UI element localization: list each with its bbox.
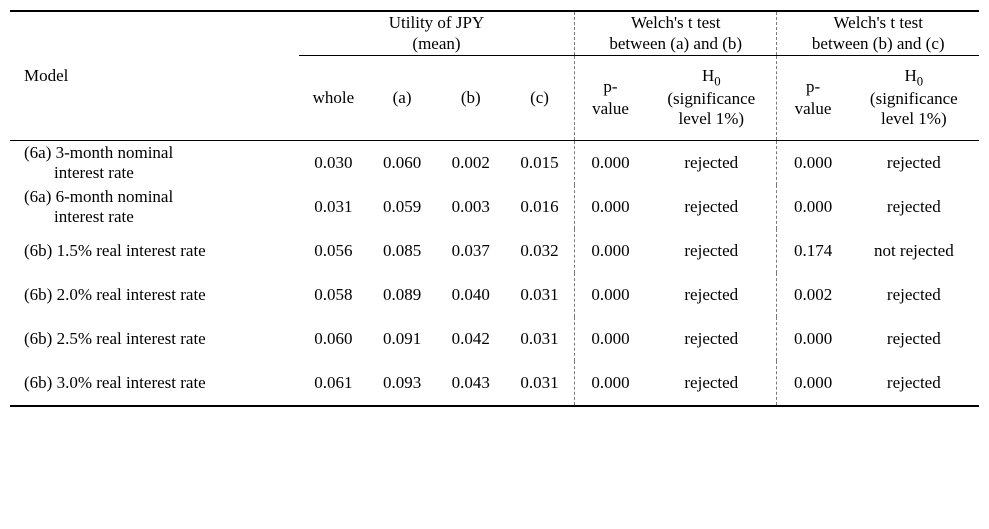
cell-model: (6a) 3-month nominalinterest rate bbox=[10, 140, 299, 185]
colgrp-test-ab: Welch's t testbetween (a) and (b) bbox=[574, 11, 777, 55]
cell-b: 0.002 bbox=[436, 140, 505, 185]
cell-model: (6a) 6-month nominalinterest rate bbox=[10, 185, 299, 229]
table-row: (6b) 2.5% real interest rate0.0600.0910.… bbox=[10, 317, 979, 361]
cell-c: 0.015 bbox=[505, 140, 574, 185]
cell-pvalue: 0.000 bbox=[574, 273, 646, 317]
cell-h0: rejected bbox=[646, 317, 777, 361]
col-pval-bc: p-value bbox=[777, 55, 849, 140]
cell-whole: 0.061 bbox=[299, 361, 368, 406]
cell-c: 0.031 bbox=[505, 317, 574, 361]
cell-b: 0.037 bbox=[436, 229, 505, 273]
cell-c: 0.031 bbox=[505, 361, 574, 406]
table-body: (6a) 3-month nominalinterest rate0.0300.… bbox=[10, 140, 979, 406]
col-model: Model bbox=[10, 11, 299, 140]
cell-model: (6b) 1.5% real interest rate bbox=[10, 229, 299, 273]
table-row: (6a) 6-month nominalinterest rate0.0310.… bbox=[10, 185, 979, 229]
cell-b: 0.040 bbox=[436, 273, 505, 317]
colgrp-utility: Utility of JPY(mean) bbox=[299, 11, 574, 55]
col-b: (b) bbox=[436, 55, 505, 140]
cell-pvalue: 0.000 bbox=[777, 361, 849, 406]
col-c: (c) bbox=[505, 55, 574, 140]
cell-b: 0.042 bbox=[436, 317, 505, 361]
cell-whole: 0.031 bbox=[299, 185, 368, 229]
cell-h0: rejected bbox=[849, 361, 979, 406]
stats-table: Model Utility of JPY(mean) Welch's t tes… bbox=[10, 10, 979, 407]
cell-h0: rejected bbox=[646, 361, 777, 406]
cell-b: 0.043 bbox=[436, 361, 505, 406]
cell-pvalue: 0.000 bbox=[574, 140, 646, 185]
table-row: (6b) 2.0% real interest rate0.0580.0890.… bbox=[10, 273, 979, 317]
cell-model: (6b) 3.0% real interest rate bbox=[10, 361, 299, 406]
cell-h0: rejected bbox=[646, 140, 777, 185]
cell-h0: rejected bbox=[646, 229, 777, 273]
table-row: (6b) 1.5% real interest rate0.0560.0850.… bbox=[10, 229, 979, 273]
col-h0-ab: H0(significancelevel 1%) bbox=[646, 55, 777, 140]
cell-pvalue: 0.002 bbox=[777, 273, 849, 317]
cell-h0: rejected bbox=[646, 185, 777, 229]
cell-a: 0.089 bbox=[368, 273, 437, 317]
cell-whole: 0.060 bbox=[299, 317, 368, 361]
cell-pvalue: 0.000 bbox=[777, 185, 849, 229]
colgrp-test-bc: Welch's t testbetween (b) and (c) bbox=[777, 11, 979, 55]
col-h0-bc: H0(significancelevel 1%) bbox=[849, 55, 979, 140]
cell-c: 0.016 bbox=[505, 185, 574, 229]
cell-h0: rejected bbox=[849, 185, 979, 229]
col-whole: whole bbox=[299, 55, 368, 140]
cell-h0: rejected bbox=[849, 273, 979, 317]
cell-pvalue: 0.000 bbox=[777, 140, 849, 185]
cell-pvalue: 0.000 bbox=[574, 185, 646, 229]
cell-b: 0.003 bbox=[436, 185, 505, 229]
table-row: (6a) 3-month nominalinterest rate0.0300.… bbox=[10, 140, 979, 185]
cell-whole: 0.058 bbox=[299, 273, 368, 317]
cell-a: 0.093 bbox=[368, 361, 437, 406]
cell-h0: rejected bbox=[849, 140, 979, 185]
cell-pvalue: 0.174 bbox=[777, 229, 849, 273]
table-row: (6b) 3.0% real interest rate0.0610.0930.… bbox=[10, 361, 979, 406]
cell-h0: rejected bbox=[646, 273, 777, 317]
cell-h0: rejected bbox=[849, 317, 979, 361]
cell-pvalue: 0.000 bbox=[574, 317, 646, 361]
cell-pvalue: 0.000 bbox=[777, 317, 849, 361]
cell-c: 0.032 bbox=[505, 229, 574, 273]
cell-a: 0.060 bbox=[368, 140, 437, 185]
cell-c: 0.031 bbox=[505, 273, 574, 317]
cell-whole: 0.056 bbox=[299, 229, 368, 273]
cell-pvalue: 0.000 bbox=[574, 229, 646, 273]
cell-whole: 0.030 bbox=[299, 140, 368, 185]
cell-h0: not rejected bbox=[849, 229, 979, 273]
col-a: (a) bbox=[368, 55, 437, 140]
cell-model: (6b) 2.0% real interest rate bbox=[10, 273, 299, 317]
cell-a: 0.059 bbox=[368, 185, 437, 229]
cell-a: 0.085 bbox=[368, 229, 437, 273]
cell-pvalue: 0.000 bbox=[574, 361, 646, 406]
cell-a: 0.091 bbox=[368, 317, 437, 361]
col-pval-ab: p-value bbox=[574, 55, 646, 140]
cell-model: (6b) 2.5% real interest rate bbox=[10, 317, 299, 361]
